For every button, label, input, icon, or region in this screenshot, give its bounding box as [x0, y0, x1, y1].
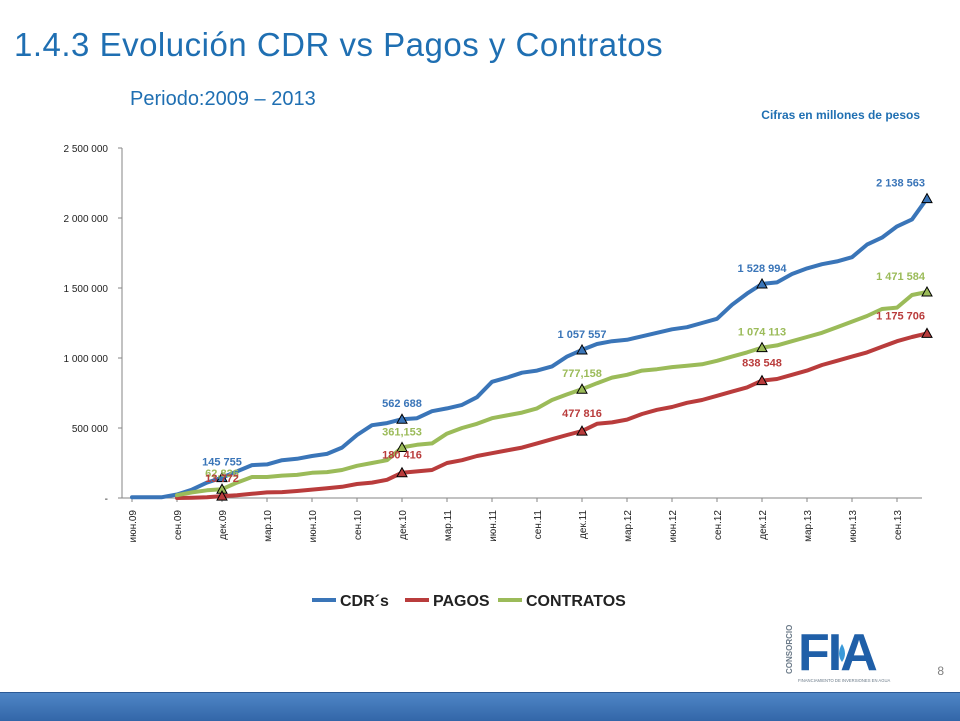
- data-label: 477 816: [562, 408, 602, 420]
- data-marker: [216, 490, 228, 501]
- legend-entry-0: CDR´s: [340, 593, 389, 610]
- data-marker: [396, 441, 408, 452]
- page-title: 1.4.3 Evolución CDR vs Pagos y Contratos: [14, 26, 664, 63]
- x-tick-label: июн.09: [128, 510, 139, 543]
- x-tick-label: июн.13: [848, 510, 859, 543]
- data-marker: [576, 343, 588, 355]
- line-chart: - 500 000 1 000 000 1 500 000 2 000 000 2 500…: [64, 144, 933, 610]
- series-line-0: [130, 196, 929, 500]
- logo-side-text: CONSORCIO: [785, 625, 794, 674]
- data-label: 361,153: [382, 426, 422, 438]
- data-label: 1 528 994: [738, 263, 788, 275]
- data-marker: [576, 425, 588, 436]
- y-tick-label: 1 000 000: [64, 354, 109, 365]
- fia-logo: CONSORCIO FIA FINANCIAMIENTO DE INVERSIO…: [785, 624, 891, 683]
- x-tick-label: мар.13: [803, 510, 814, 542]
- x-tick-label: дек.12: [758, 510, 769, 540]
- data-label: 180 416: [382, 450, 422, 462]
- data-marker: [921, 285, 933, 297]
- page-number: 8: [937, 664, 944, 678]
- data-marker: [216, 471, 228, 483]
- data-label: 2 138 563: [876, 178, 925, 190]
- series-line-1: [175, 331, 929, 500]
- data-label: 1 471 584: [876, 271, 926, 283]
- x-tick-label: мар.11: [443, 510, 454, 542]
- x-tick-label: сен.12: [713, 510, 724, 540]
- water-drop-icon: [839, 644, 845, 662]
- y-tick-label: -: [105, 494, 108, 505]
- x-tick-label: мар.12: [623, 510, 634, 542]
- y-tick-label: 1 500 000: [64, 284, 109, 295]
- data-label: 13 772: [205, 473, 239, 485]
- data-marker: [756, 277, 768, 289]
- data-label: 1 074 113: [738, 327, 786, 339]
- data-marker: [396, 413, 408, 424]
- x-tick-label: сен.13: [893, 510, 904, 540]
- y-tick-label: 500 000: [72, 424, 109, 435]
- data-label: 777,158: [562, 368, 602, 380]
- x-tick-label: дек.10: [398, 510, 409, 540]
- data-label: 145 755: [202, 457, 242, 469]
- data-marker: [576, 383, 588, 394]
- x-tick-label: сен.10: [353, 510, 364, 540]
- x-tick-label: мар.10: [263, 510, 274, 542]
- y-tick-label: 2 500 000: [64, 144, 109, 155]
- data-marker: [756, 341, 768, 353]
- data-label: 838 548: [742, 358, 782, 370]
- units-note: Cifras en millones de pesos: [761, 108, 920, 122]
- x-tick-label: июн.12: [668, 510, 679, 543]
- logo-word: FIA: [798, 624, 877, 682]
- data-label: 1 175 706: [876, 310, 925, 322]
- data-label: 62,826: [205, 468, 239, 480]
- x-tick-label: сен.09: [173, 510, 184, 540]
- data-marker: [756, 374, 768, 386]
- data-label: 562 688: [382, 398, 422, 410]
- x-tick-label: сен.11: [533, 510, 544, 540]
- x-tick-label: дек.09: [218, 510, 229, 540]
- data-marker: [921, 327, 933, 338]
- logo-tagline: FINANCIAMIENTO DE INVERSIONES EN AGUA: [798, 678, 891, 683]
- page-subtitle: Periodo:2009 – 2013: [130, 88, 316, 110]
- x-tick-label: июн.11: [488, 510, 499, 542]
- x-tick-label: дек.11: [578, 510, 589, 539]
- data-marker: [396, 466, 408, 478]
- data-label: 1 057 557: [558, 329, 607, 341]
- legend-entry-2: CONTRATOS: [526, 593, 626, 610]
- x-tick-label: июн.10: [308, 510, 319, 543]
- series-line-2: [175, 290, 929, 498]
- bottom-bar: [0, 692, 960, 721]
- legend-entry-1: PAGOS: [433, 593, 490, 610]
- y-tick-label: 2 000 000: [64, 214, 109, 225]
- data-marker: [921, 192, 933, 204]
